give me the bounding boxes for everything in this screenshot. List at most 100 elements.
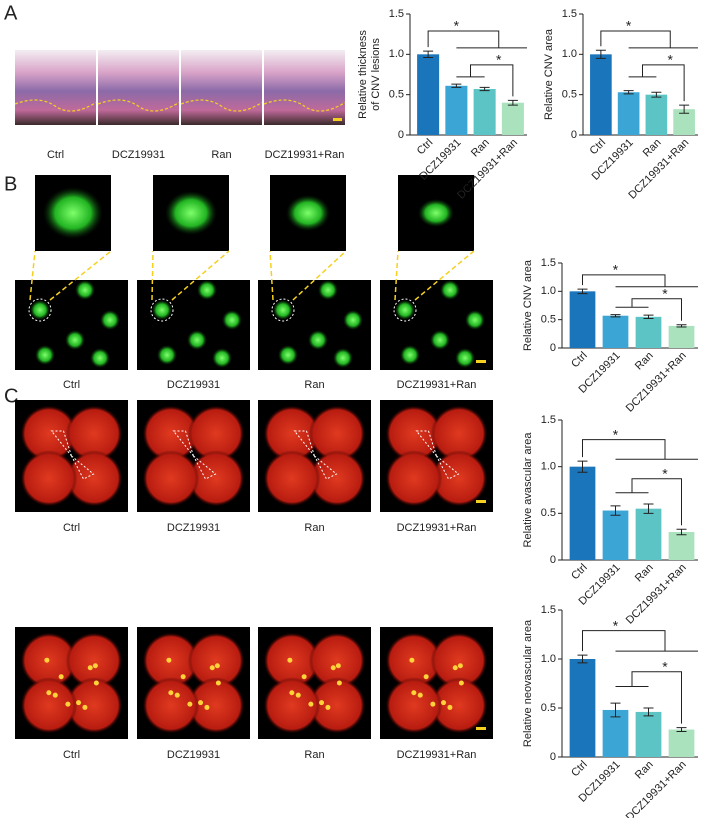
lesion [440,280,460,300]
retina-petal [430,677,488,734]
y-tick-label: 0.5 [562,89,577,101]
zoom-line [292,250,347,301]
lesion [212,348,232,368]
lesion [273,300,293,320]
significance-bracket [600,30,698,49]
error-bar [643,503,654,514]
bar [501,102,524,135]
error-bar [676,727,687,733]
micrograph [181,50,262,125]
panel-label: A [4,2,18,24]
x-tick-label: Ctrl [587,137,608,158]
lesion [395,300,415,320]
caption: Ctrl [47,149,64,161]
neovascular-tuft [174,692,180,698]
lesion [152,300,172,320]
significance-star: * [613,617,619,633]
error-bar [577,460,588,473]
caption: Ran [304,379,324,391]
y-tick-label: 1.0 [541,461,556,473]
neovascular-tuft [76,700,82,706]
lesion [222,310,242,330]
retina-petal [187,632,245,689]
retina-petal [20,677,78,734]
retina-petal [430,450,488,507]
y-tick-label: 1.5 [389,8,404,20]
caption: Ran [304,749,324,761]
lesion [318,280,338,300]
retina-petal [263,450,321,507]
avascular-outline [415,430,460,480]
neovascular-tuft [287,657,293,663]
neovascular-tuft [335,663,341,669]
zoom-line [49,250,112,301]
neovascular-tuft [168,690,174,696]
error-bar [423,50,434,59]
y-tick-label: 0.5 [541,314,556,326]
error-bar [623,90,634,95]
caption: Ctrl [63,522,80,534]
caption: DCZ19931+Ran [397,749,477,761]
y-axis-label: Relative thickness [357,30,369,119]
y-tick-label: 1.0 [541,285,556,297]
significance-bracket [615,671,682,724]
neovascular-tuft [301,674,307,680]
significance-bracket [628,64,685,102]
neovascular-tuft [82,704,88,710]
avascular-outline [293,430,338,480]
significance-bracket [582,630,698,652]
bar [673,109,695,135]
lesion [455,348,475,368]
micrograph [15,50,96,125]
retina-petal [65,405,123,462]
retina-petal [308,632,366,689]
error-bar [507,99,518,106]
caption: Ctrl [63,749,80,761]
retina-petal [187,450,245,507]
retina-petal [65,632,123,689]
error-bar [643,314,654,320]
bar [617,92,640,135]
retina-petal [385,405,443,462]
lesion-outline [180,99,263,112]
caption: Ctrl [63,379,80,391]
y-tick-label: 1.0 [541,653,556,665]
zoom-line [269,250,274,301]
retina-petal [65,450,123,507]
panel-label: C [4,385,18,407]
error-bar [643,707,654,717]
neovascular-tuft [457,663,463,669]
bar [569,659,596,757]
neovascular-tuft [330,665,336,671]
lesion [430,330,450,350]
bar [473,89,496,135]
bar [668,325,695,348]
neovascular-tuft [87,665,93,671]
retina-petal [142,677,200,734]
y-tick-label: 1.5 [541,414,556,426]
neovascular-tuft [295,692,301,698]
significance-star: * [668,52,674,68]
x-tick-label: DCZ19931+Ran [624,759,689,818]
x-tick-label: Ctrl [569,562,590,583]
significance-star: * [662,466,668,482]
error-bar [577,654,588,664]
significance-bracket [615,478,682,526]
retina-petal [308,405,366,462]
micrograph [264,50,345,125]
significance-star: * [496,52,502,68]
neovascular-tuft [336,680,342,686]
caption: DCZ19931+Ran [265,149,345,161]
significance-bracket [427,30,527,49]
y-axis-label: Relative neovascular area [522,619,534,747]
neovascular-tuft [447,704,453,710]
error-bar [577,288,588,295]
significance-bracket [582,439,698,460]
lesion [187,330,207,350]
retina-petal [385,677,443,734]
neovascular-tuft [325,704,331,710]
lesion [75,280,95,300]
lesion [400,345,420,365]
neovascular-tuft [198,700,204,706]
micrograph [98,50,179,125]
